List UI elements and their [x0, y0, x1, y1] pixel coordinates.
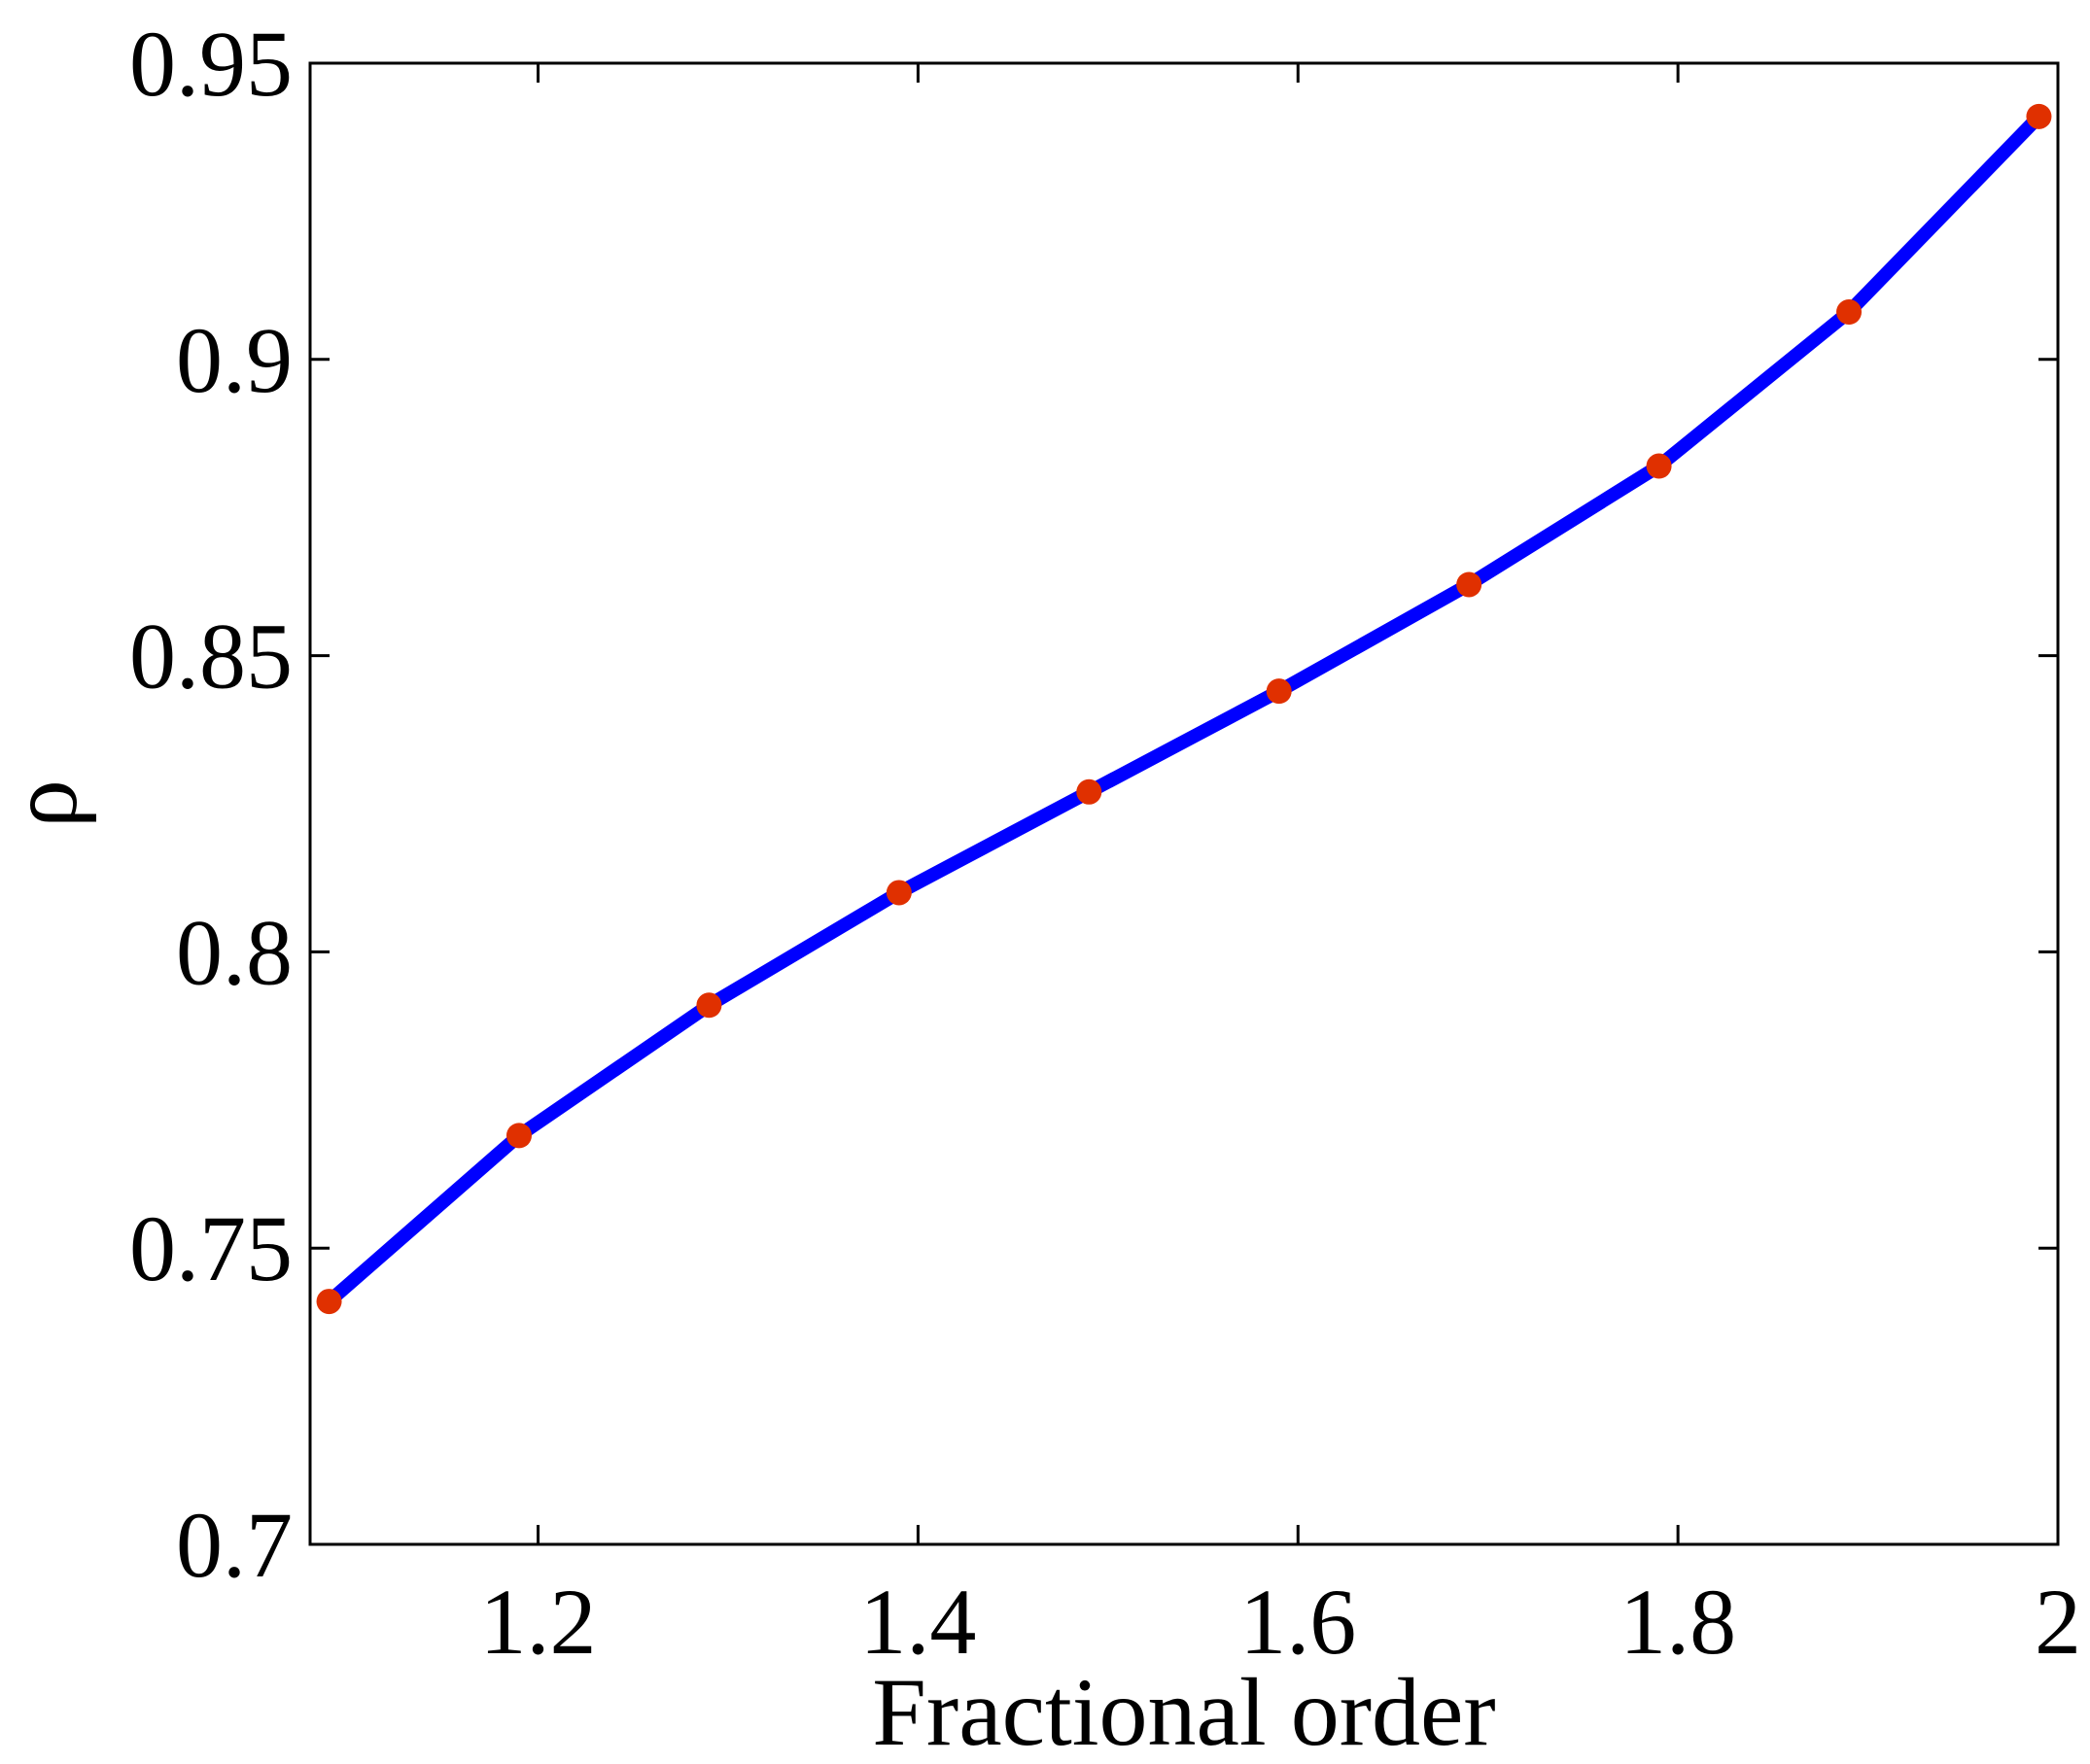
y-tick-label: 0.75: [129, 1196, 293, 1300]
data-point: [2026, 104, 2051, 129]
y-tick-label: 0.7: [176, 1493, 293, 1597]
y-tick-label: 0.9: [176, 308, 293, 412]
data-point: [1836, 299, 1862, 325]
y-tick-label: 0.95: [129, 12, 293, 116]
data-point: [1267, 678, 1292, 704]
data-point: [1076, 779, 1101, 805]
x-tick-label: 2: [2035, 1570, 2081, 1674]
y-tick-label: 0.8: [176, 900, 293, 1004]
y-tick-label: 0.85: [129, 605, 293, 709]
x-tick-label: 1.2: [480, 1570, 597, 1674]
data-point: [887, 880, 912, 905]
data-point: [317, 1289, 342, 1314]
data-point: [1456, 571, 1481, 597]
data-point: [696, 992, 721, 1018]
x-axis-label: Fractional order: [872, 1658, 1495, 1764]
x-tick-label: 1.8: [1620, 1570, 1736, 1674]
data-point: [506, 1123, 532, 1148]
y-axis-label: ρ: [0, 779, 97, 828]
data-point: [1647, 454, 1672, 479]
